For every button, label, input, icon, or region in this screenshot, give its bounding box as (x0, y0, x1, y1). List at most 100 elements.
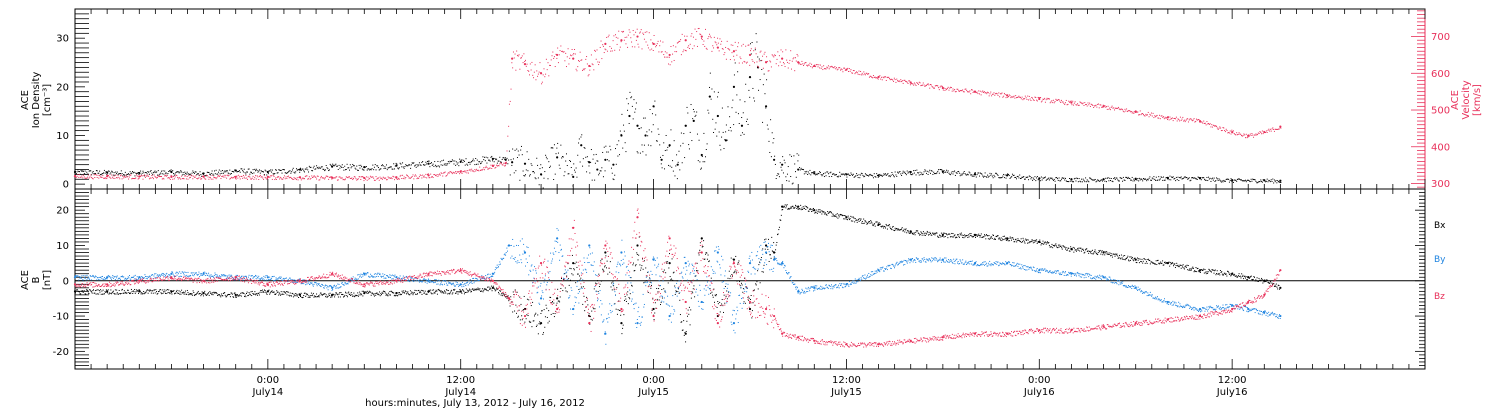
data-point (373, 177, 375, 179)
data-point (945, 233, 947, 235)
data-point (271, 290, 273, 292)
data-point (880, 225, 882, 227)
data-point (1269, 181, 1271, 183)
data-point (742, 288, 744, 290)
data-point (234, 293, 237, 296)
data-point (654, 312, 656, 314)
data-point (456, 171, 458, 173)
data-point (361, 293, 363, 295)
data-point (235, 297, 237, 299)
data-point (705, 28, 706, 30)
data-point (107, 289, 109, 291)
data-point (142, 178, 144, 180)
data-point (385, 177, 387, 179)
data-point (964, 88, 966, 90)
data-point (287, 175, 289, 177)
data-point (291, 171, 293, 173)
data-point (425, 293, 427, 295)
data-point (910, 174, 912, 176)
data-point (133, 171, 135, 173)
data-point (215, 178, 217, 180)
data-point (423, 292, 425, 294)
data-point (172, 178, 174, 180)
data-point (951, 232, 953, 234)
data-point (158, 174, 160, 176)
data-point (671, 61, 673, 63)
data-point (748, 307, 752, 311)
data-point (137, 178, 139, 180)
data-point (782, 61, 784, 63)
data-point (576, 176, 578, 178)
data-point (893, 80, 895, 82)
data-point (1279, 126, 1281, 128)
data-point (1257, 132, 1259, 134)
data-point (761, 271, 763, 273)
data-point (230, 292, 232, 294)
data-point (819, 64, 821, 66)
data-point (684, 157, 686, 159)
data-point (204, 293, 206, 295)
data-point (273, 291, 274, 293)
data-point (364, 166, 366, 168)
data-point (100, 176, 102, 178)
data-point (305, 293, 307, 295)
data-point (923, 171, 925, 173)
data-point (925, 84, 927, 86)
data-point (852, 72, 854, 74)
data-point (1089, 105, 1091, 107)
data-point (354, 294, 356, 296)
data-point (300, 177, 301, 179)
data-point (521, 55, 523, 57)
data-point (523, 162, 527, 165)
data-point (983, 175, 985, 177)
bottom-tick-label: -10 (53, 312, 69, 323)
data-point (511, 161, 514, 164)
data-point (936, 232, 938, 234)
data-point (747, 296, 749, 298)
data-point (1007, 238, 1009, 240)
data-point (817, 211, 819, 213)
data-point (342, 179, 344, 181)
data-point (189, 173, 191, 175)
data-point (521, 154, 523, 156)
data-point (492, 164, 494, 166)
data-point (300, 292, 302, 294)
data-point (844, 69, 846, 71)
data-point (1228, 181, 1230, 183)
data-point (185, 175, 187, 177)
data-point (451, 289, 453, 291)
data-point (679, 299, 681, 301)
data-point (533, 71, 535, 73)
data-point (663, 142, 665, 144)
data-point (984, 172, 986, 174)
data-point (117, 175, 119, 177)
data-point (660, 301, 662, 303)
data-point (1165, 117, 1167, 119)
data-point (271, 169, 273, 171)
data-point (625, 298, 627, 300)
data-point (353, 165, 355, 167)
data-point (162, 292, 164, 294)
data-point (539, 62, 541, 64)
data-point (545, 73, 547, 75)
data-point (999, 96, 1001, 98)
data-point (819, 172, 821, 174)
data-point (182, 177, 184, 179)
data-point (673, 271, 675, 273)
data-point (157, 175, 159, 177)
data-point (504, 158, 507, 161)
data-point (491, 167, 493, 169)
data-point (539, 322, 543, 325)
data-point (453, 172, 455, 174)
data-point (735, 111, 737, 113)
data-point (520, 303, 522, 305)
data-point (324, 170, 326, 172)
data-point (623, 124, 625, 126)
data-point (537, 177, 539, 179)
data-point (85, 293, 87, 295)
data-point (460, 170, 462, 172)
data-point (161, 173, 163, 175)
data-point (300, 167, 301, 169)
data-point (1011, 239, 1012, 241)
data-point (79, 171, 81, 173)
